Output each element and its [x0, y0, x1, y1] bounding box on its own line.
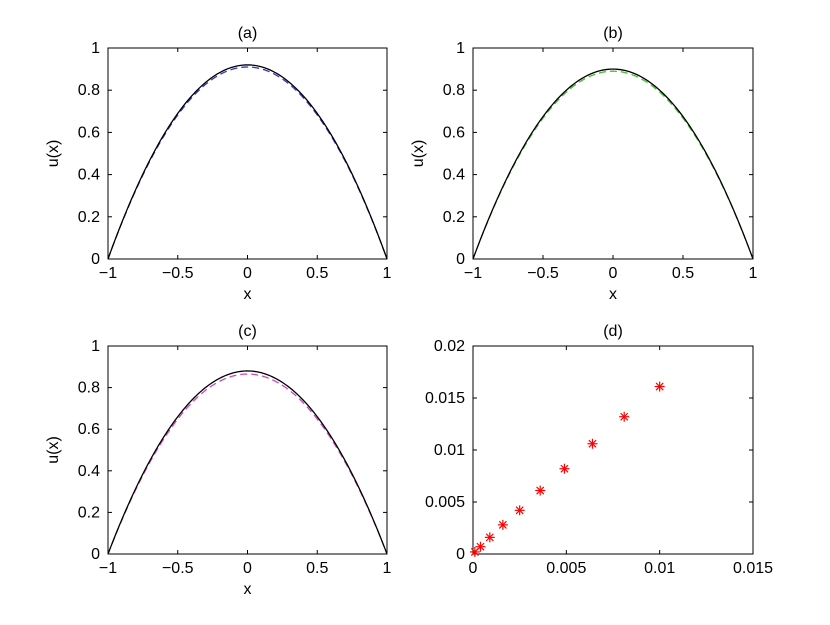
panel-title: (a): [238, 25, 258, 42]
axes-box: [472, 345, 754, 555]
x-tick-label: −1: [464, 265, 482, 282]
y-tick-label: 0.8: [78, 380, 100, 397]
y-tick-label: 1: [91, 40, 100, 57]
data-point: [484, 532, 495, 543]
series-line-exact: [107, 64, 388, 260]
y-axis-label: u(x): [45, 436, 62, 464]
panel-c: −1 −0.5 0 0.5 1 0 0.2 0.4 0.6 0.8 1 (c) x u(x): [45, 323, 392, 598]
x-tick-label: 1: [749, 265, 758, 282]
y-axis-label: u(x): [410, 140, 427, 168]
y-tick-label: 0.4: [78, 167, 100, 184]
x-tick-label: 0: [609, 265, 618, 282]
x-tick-label: 0.5: [306, 560, 328, 577]
x-tick-label: −1: [99, 560, 117, 577]
y-tick-label: 0: [456, 546, 465, 563]
axes-box: [107, 345, 388, 555]
x-tick-label: −0.5: [527, 265, 559, 282]
panel-title: (c): [238, 323, 257, 340]
y-tick-label: 0.6: [78, 124, 100, 141]
y-tick-label: 0.6: [78, 421, 100, 438]
data-point: [535, 485, 546, 496]
x-axis-label: x: [244, 286, 252, 303]
y-tick-label: 0: [91, 546, 100, 563]
y-tick-label: 0.01: [434, 442, 465, 459]
y-tick-label: 0.005: [425, 494, 465, 511]
x-tick-label: −0.5: [162, 560, 194, 577]
data-point: [559, 463, 570, 474]
x-tick-label: 0: [469, 560, 478, 577]
x-tick-label: 0.005: [546, 560, 586, 577]
series-line-approximation: [107, 66, 388, 260]
data-point: [587, 438, 598, 449]
y-tick-label: 0.2: [78, 504, 100, 521]
panel-b: −1 −0.5 0 0.5 1 0 0.2 0.4 0.6 0.8 1 (b) x u(x): [410, 25, 758, 303]
panel-a: −1 −0.5 0 0.5 1 0 0.2 0.4 0.6 0.8 1 (a) x u(x): [45, 25, 392, 303]
panel-title: (d): [603, 323, 623, 340]
x-tick-label: −0.5: [162, 265, 194, 282]
data-point: [475, 541, 486, 552]
x-tick-label: 0.5: [672, 265, 694, 282]
panel-d: 0 0.005 0.01 0.015 0 0.005 0.01 0.015 0.02 (d): [425, 323, 773, 577]
axes-box: [472, 47, 754, 260]
y-tick-label: 0.8: [443, 82, 465, 99]
y-tick-label: 0: [456, 251, 465, 268]
data-point: [654, 381, 665, 392]
x-axis-label: x: [244, 581, 252, 598]
data-point: [497, 519, 508, 530]
x-tick-label: −1: [99, 265, 117, 282]
y-axis-label: u(x): [45, 140, 62, 168]
y-tick-label: 0.6: [443, 124, 465, 141]
x-tick-label: 0: [243, 560, 252, 577]
y-tick-label: 0: [91, 251, 100, 268]
y-tick-label: 0.4: [78, 463, 100, 480]
axes-box: [107, 47, 388, 260]
y-tick-label: 0.8: [78, 82, 100, 99]
x-tick-label: 0.015: [733, 560, 773, 577]
series-line-approximation: [472, 70, 754, 260]
x-tick-label: 0: [243, 265, 252, 282]
y-tick-label: 0.2: [443, 209, 465, 226]
y-tick-label: 1: [456, 40, 465, 57]
y-tick-label: 0.2: [78, 209, 100, 226]
x-tick-label: 1: [383, 560, 392, 577]
x-tick-label: 0.01: [644, 560, 675, 577]
series-line-approximation: [107, 373, 388, 555]
data-point: [514, 505, 525, 516]
y-tick-label: 1: [91, 338, 100, 355]
y-tick-label: 0.4: [443, 167, 465, 184]
panel-title: (b): [603, 25, 623, 42]
series-line-exact: [107, 370, 388, 555]
x-tick-label: 1: [383, 265, 392, 282]
x-tick-label: 0.5: [306, 265, 328, 282]
data-point: [619, 411, 630, 422]
series-line-exact: [472, 68, 754, 260]
x-axis-label: x: [609, 286, 617, 303]
y-tick-label: 0.02: [434, 338, 465, 355]
y-tick-label: 0.015: [425, 390, 465, 407]
